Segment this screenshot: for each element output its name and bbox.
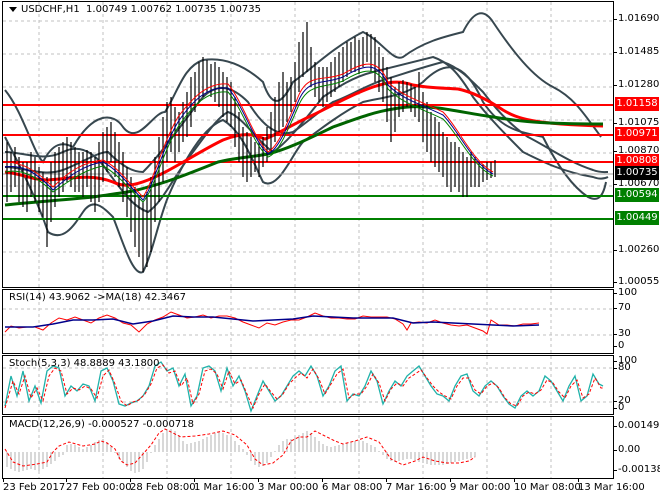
time-tick: 1 Mar 16:00 [194, 479, 255, 493]
price-tick: 1.01075 [613, 117, 660, 128]
support-level-badge: 1.00449 [615, 211, 659, 225]
price-chart-title: USDCHF,H1 1.00749 1.00762 1.00735 1.0073… [9, 4, 261, 15]
price-y-axis: 1.01690 1.01485 1.01280 1.01075 1.00870 … [613, 0, 660, 288]
rsi-tick: 30 [614, 328, 631, 339]
current-price-badge: 1.00735 [615, 166, 659, 180]
price-tick: 1.00260 [613, 244, 660, 255]
stochastic-tick: 20 [614, 395, 631, 406]
macd-tick: -0.001387 [613, 464, 660, 476]
price-tick: 1.00870 [613, 145, 660, 156]
resistance-level-badge: 1.00808 [615, 154, 659, 168]
macd-panel[interactable]: MACD(12,26,9) -0.000527 -0.000718 [2, 416, 614, 479]
rsi-tick: 70 [614, 302, 631, 313]
stochastic-tick: 80 [614, 362, 631, 373]
time-tick: 6 Mar 08:00 [322, 479, 383, 493]
time-tick: 13 Mar 16:00 [578, 479, 645, 493]
stochastic-tick: 0 [613, 402, 625, 413]
stochastic-tick: 100 [613, 355, 638, 366]
time-tick: 23 Feb 2017 [3, 479, 66, 493]
macd-tick: 0.00149 [613, 420, 660, 431]
resistance-level-badge: 1.00971 [615, 127, 659, 141]
price-tick: 1.00670 [613, 178, 660, 189]
rsi-title: RSI(14) 43.9062 ->MA(18) 42.3467 [9, 292, 186, 303]
stochastic-y-axis: 100 80 20 0 [613, 355, 660, 414]
time-x-axis: 23 Feb 2017 27 Feb 00:00 28 Feb 08:00 1 … [0, 479, 660, 500]
stochastic-canvas [3, 356, 613, 414]
time-tick: 9 Mar 00:00 [450, 479, 511, 493]
macd-tick: 0.00 [613, 444, 641, 455]
ohlc-values: 1.00749 1.00762 1.00735 1.00735 [86, 4, 261, 15]
rsi-panel[interactable]: RSI(14) 43.9062 ->MA(18) 42.3467 [2, 289, 614, 354]
time-tick: 27 Feb 00:00 [66, 479, 132, 493]
resistance-level-badge: 1.01158 [615, 97, 659, 111]
rsi-tick: 100 [613, 287, 638, 298]
price-chart-canvas [3, 2, 613, 287]
symbol-label: USDCHF,H1 [21, 4, 80, 15]
rsi-y-axis: 100 70 30 0 [613, 287, 660, 353]
stochastic-title: Stoch(5,3,3) 48.8889 43.1800 [9, 358, 160, 369]
rsi-tick: 0 [613, 340, 625, 351]
time-tick: 10 Mar 08:00 [514, 479, 581, 493]
time-tick: 7 Mar 16:00 [386, 479, 447, 493]
price-tick: 1.01485 [613, 46, 660, 57]
stochastic-panel[interactable]: Stoch(5,3,3) 48.8889 43.1800 [2, 355, 614, 415]
collapse-triangle-icon[interactable] [9, 6, 17, 12]
price-chart-panel[interactable]: USDCHF,H1 1.00749 1.00762 1.00735 1.0073… [2, 1, 614, 288]
time-tick: 3 Mar 00:00 [258, 479, 319, 493]
macd-title: MACD(12,26,9) -0.000527 -0.000718 [9, 419, 194, 430]
macd-y-axis: 0.00149 0.00 -0.001387 [613, 416, 660, 478]
support-level-badge: 1.00594 [615, 188, 659, 202]
price-tick: 1.01690 [613, 13, 660, 24]
macd-canvas [4, 417, 552, 478]
price-tick: 1.00055 [613, 276, 660, 287]
price-tick: 1.01280 [613, 79, 660, 90]
rsi-canvas [3, 290, 613, 353]
time-tick: 28 Feb 08:00 [130, 479, 196, 493]
